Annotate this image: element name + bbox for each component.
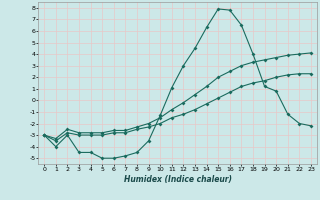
X-axis label: Humidex (Indice chaleur): Humidex (Indice chaleur) (124, 175, 232, 184)
